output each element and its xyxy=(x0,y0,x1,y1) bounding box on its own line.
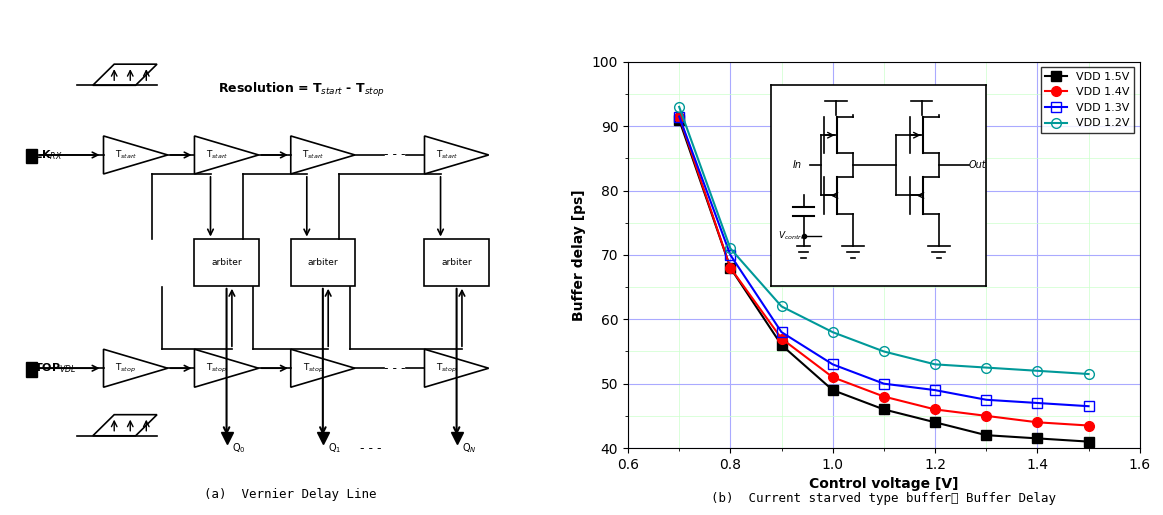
VDD 1.3V xyxy=(826,362,840,368)
Text: T$_{start}$: T$_{start}$ xyxy=(302,149,324,161)
Line: VDD 1.5V: VDD 1.5V xyxy=(675,115,1093,447)
VDD 1.2V xyxy=(1082,371,1096,377)
VDD 1.2V xyxy=(723,246,737,252)
Text: Q$_0$: Q$_0$ xyxy=(231,441,245,455)
Text: arbiter: arbiter xyxy=(212,258,242,267)
VDD 1.5V xyxy=(672,117,686,123)
VDD 1.4V xyxy=(1082,422,1096,428)
VDD 1.3V xyxy=(1030,400,1044,406)
VDD 1.5V xyxy=(1030,435,1044,441)
Bar xyxy=(291,239,355,286)
VDD 1.4V xyxy=(723,265,737,271)
Bar xyxy=(26,362,37,376)
Text: - - -: - - - xyxy=(384,362,406,375)
VDD 1.3V xyxy=(723,252,737,258)
VDD 1.3V xyxy=(672,113,686,119)
Text: T$_{stop}$: T$_{stop}$ xyxy=(436,362,457,375)
VDD 1.4V xyxy=(928,406,942,413)
VDD 1.2V xyxy=(775,303,789,310)
VDD 1.5V xyxy=(723,265,737,271)
VDD 1.5V xyxy=(979,432,993,438)
Text: T$_{start}$: T$_{start}$ xyxy=(115,149,137,161)
Bar xyxy=(26,149,37,163)
VDD 1.4V xyxy=(877,393,891,400)
Text: Resolution = T$_{start}$ - T$_{stop}$: Resolution = T$_{start}$ - T$_{stop}$ xyxy=(219,80,385,98)
Text: CLK$_{RX}$: CLK$_{RX}$ xyxy=(26,148,63,162)
Bar xyxy=(424,239,488,286)
Line: VDD 1.3V: VDD 1.3V xyxy=(675,112,1093,411)
VDD 1.4V xyxy=(672,113,686,119)
Text: Q$_1$: Q$_1$ xyxy=(328,441,342,455)
Text: T$_{start}$: T$_{start}$ xyxy=(436,149,458,161)
VDD 1.3V xyxy=(877,381,891,387)
Bar xyxy=(194,239,258,286)
VDD 1.3V xyxy=(775,329,789,335)
X-axis label: Control voltage [V]: Control voltage [V] xyxy=(809,477,958,491)
Text: T$_{stop}$: T$_{stop}$ xyxy=(206,362,228,375)
Text: - - -: - - - xyxy=(361,442,381,455)
VDD 1.4V xyxy=(775,336,789,342)
VDD 1.5V xyxy=(775,342,789,348)
VDD 1.5V xyxy=(1082,439,1096,445)
Text: T$_{stop}$: T$_{stop}$ xyxy=(115,362,136,375)
Legend: VDD 1.5V, VDD 1.4V, VDD 1.3V, VDD 1.2V: VDD 1.5V, VDD 1.4V, VDD 1.3V, VDD 1.2V xyxy=(1041,67,1134,133)
Text: - - -: - - - xyxy=(384,148,406,162)
VDD 1.2V xyxy=(928,362,942,368)
VDD 1.2V xyxy=(1030,368,1044,374)
Text: arbiter: arbiter xyxy=(441,258,472,267)
VDD 1.3V xyxy=(1082,403,1096,409)
VDD 1.2V xyxy=(877,349,891,355)
VDD 1.4V xyxy=(979,413,993,419)
Text: arbiter: arbiter xyxy=(307,258,338,267)
Text: Q$_N$: Q$_N$ xyxy=(462,441,477,455)
VDD 1.5V xyxy=(877,406,891,413)
Text: STOP$_{VDL}$: STOP$_{VDL}$ xyxy=(26,362,77,375)
VDD 1.4V xyxy=(826,374,840,380)
VDD 1.3V xyxy=(928,387,942,393)
Text: (b)  Current starved type buffer와 Buffer Delay: (b) Current starved type buffer와 Buffer … xyxy=(712,492,1056,505)
VDD 1.4V xyxy=(1030,419,1044,425)
Text: (a)  Vernier Delay Line: (a) Vernier Delay Line xyxy=(205,488,377,502)
VDD 1.2V xyxy=(979,365,993,371)
VDD 1.2V xyxy=(826,329,840,335)
Y-axis label: Buffer delay [ps]: Buffer delay [ps] xyxy=(572,189,586,321)
Line: VDD 1.2V: VDD 1.2V xyxy=(675,102,1093,379)
VDD 1.5V xyxy=(826,387,840,393)
Text: T$_{start}$: T$_{start}$ xyxy=(206,149,228,161)
Line: VDD 1.4V: VDD 1.4V xyxy=(675,112,1093,431)
VDD 1.5V xyxy=(928,419,942,425)
Text: T$_{stop}$: T$_{stop}$ xyxy=(302,362,323,375)
VDD 1.2V xyxy=(672,104,686,110)
VDD 1.3V xyxy=(979,397,993,403)
